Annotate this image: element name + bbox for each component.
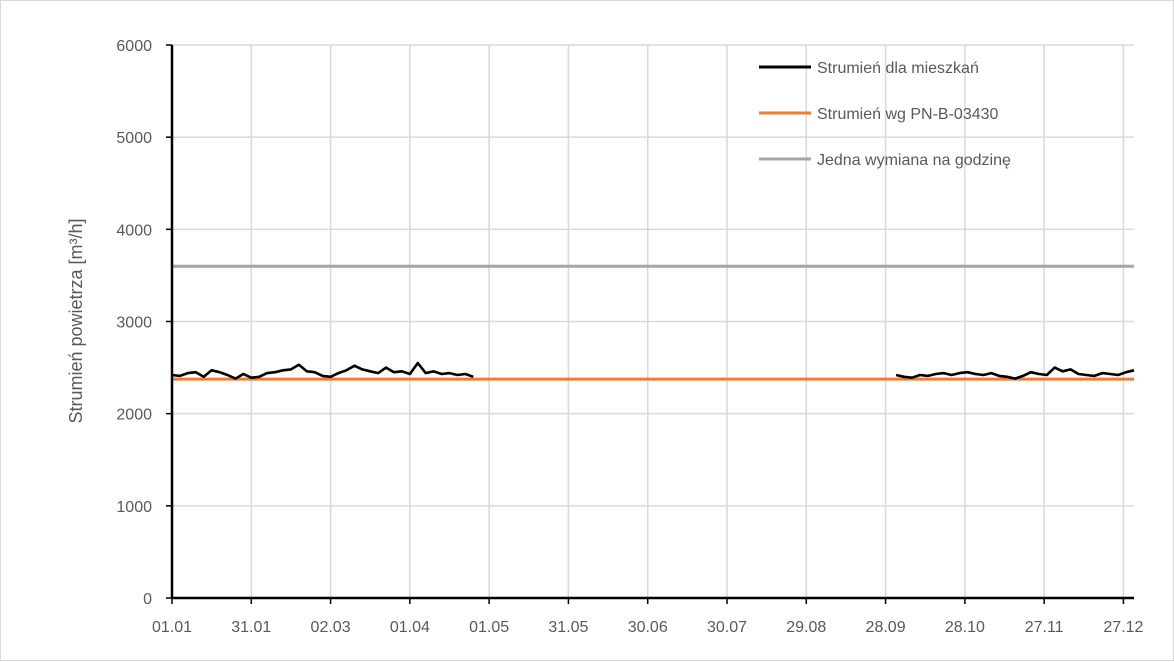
series-lines [171, 264, 1135, 381]
y-tick-label: 6000 [116, 38, 152, 55]
x-tick-label: 01.05 [469, 619, 509, 636]
y-tick-label: 4000 [116, 222, 152, 239]
y-axis-label: Strumień powietrza [m³/h] [66, 218, 86, 423]
legend-label: Jedna wymiana na godzinę [817, 152, 1011, 169]
x-tick-label: 30.07 [707, 619, 747, 636]
x-tick-label: 01.04 [390, 619, 430, 636]
axes [166, 44, 1134, 604]
legend-label: Strumień dla mieszkań [817, 60, 979, 77]
x-tick-label: 29.08 [786, 619, 826, 636]
x-tick-label: 28.10 [945, 619, 985, 636]
x-tick-label: 31.05 [548, 619, 588, 636]
y-tick-label: 1000 [116, 499, 152, 516]
y-tick-label: 5000 [116, 130, 152, 147]
series-line [895, 366, 1135, 380]
y-tick-label: 2000 [116, 407, 152, 424]
legend-label: Strumień wg PN-B-03430 [817, 106, 999, 123]
tick-labels: 0 1000 2000 3000 4000 5000 6000 01.01 31.01 02.03… [116, 38, 1143, 636]
x-tick-label: 31.01 [231, 619, 271, 636]
x-tick-label: 28.09 [866, 619, 906, 636]
x-tick-label: 02.03 [311, 619, 351, 636]
y-tick-label: 0 [143, 591, 152, 608]
y-tick-label: 3000 [116, 315, 152, 332]
x-tick-label: 27.11 [1025, 619, 1064, 636]
series-line [171, 361, 474, 380]
x-tick-label: 30.06 [628, 619, 668, 636]
gridlines [172, 44, 1134, 598]
x-tick-label: 01.01 [152, 619, 192, 636]
x-tick-label: 27.12 [1103, 619, 1143, 636]
legend: Strumień dla mieszkań Strumień wg PN-B-03… [759, 60, 1011, 169]
